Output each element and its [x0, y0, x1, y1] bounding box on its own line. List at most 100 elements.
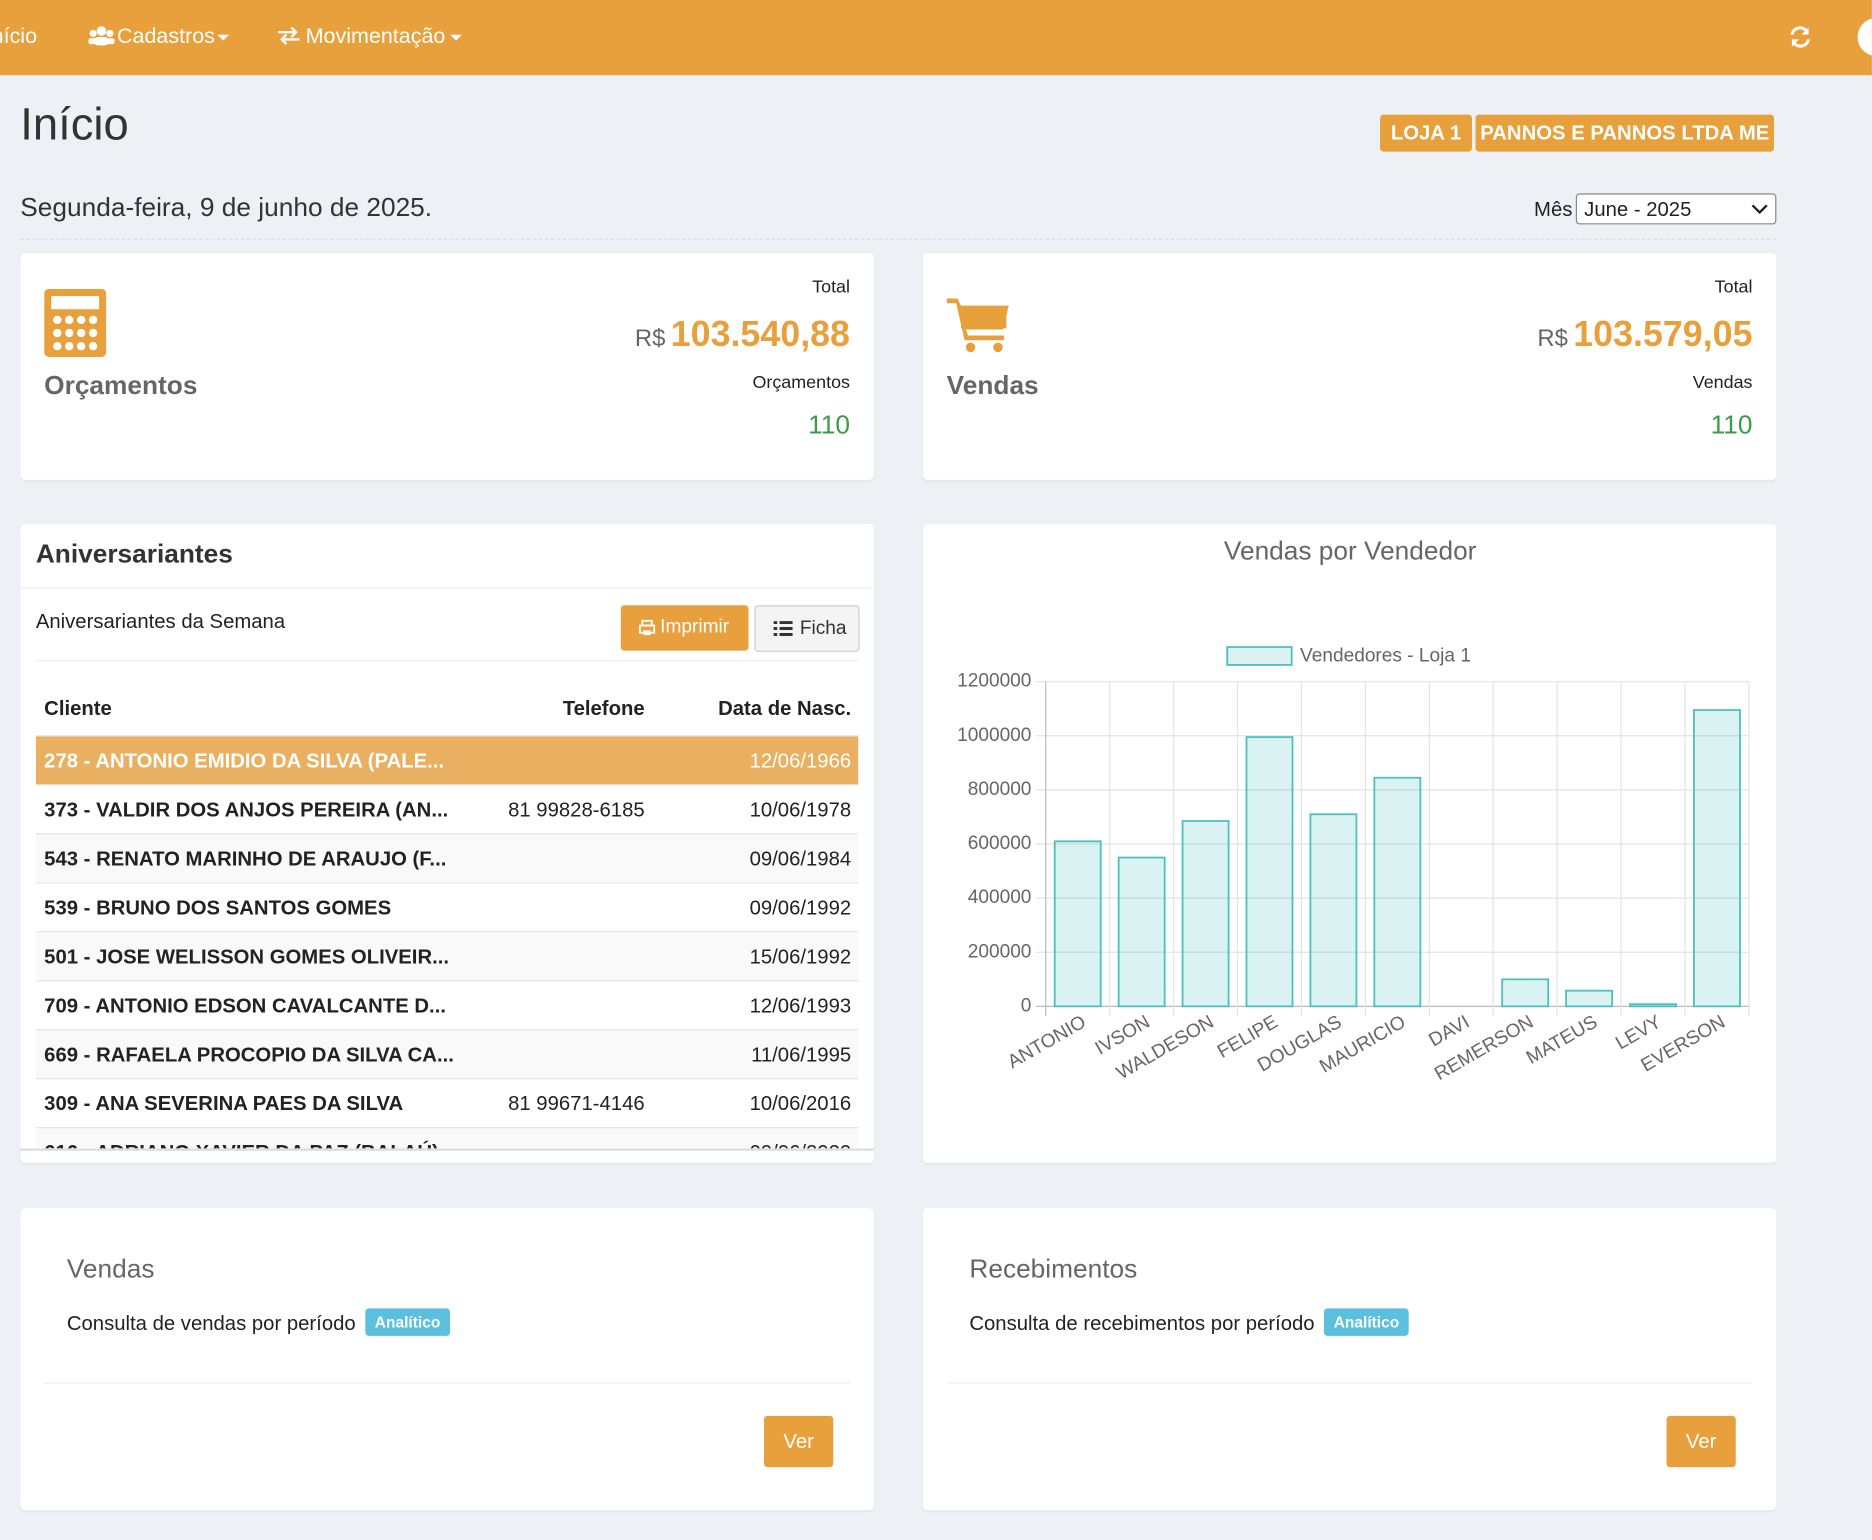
refresh-icon[interactable]	[1788, 25, 1812, 49]
card-title: Vendas	[947, 370, 1039, 401]
button-label: Ficha	[800, 618, 847, 639]
x-tick-label: MATEUS	[1523, 1012, 1601, 1069]
client-cell: 543 - RENATO MARINHO DE ARAUJO (F...	[44, 848, 446, 872]
month-label: Mês	[1534, 198, 1572, 222]
chart-title: Vendas por Vendedor	[1224, 536, 1477, 566]
client-cell: 373 - VALDIR DOS ANJOS PEREIRA (AN...	[44, 799, 448, 823]
bar	[1374, 778, 1420, 1007]
navbar: Início Cadastros Movimentação	[0, 0, 1872, 75]
company-badge: PANNOS E PANNOS LTDA ME	[1476, 115, 1774, 152]
column-header: Data de Nasc.	[718, 697, 851, 721]
nav-home[interactable]: Início	[0, 24, 37, 49]
button-label: Imprimir	[660, 617, 729, 638]
divider	[20, 587, 874, 588]
bar	[1310, 814, 1356, 1006]
date-text: Segunda-feira, 9 de junho de 2025.	[20, 192, 432, 223]
nav-cadastros[interactable]: Cadastros	[117, 24, 215, 49]
currency: R$	[635, 326, 666, 352]
ficha-button[interactable]: Ficha	[754, 605, 859, 652]
caret	[450, 35, 462, 42]
report-text: Consulta de vendas por período	[67, 1312, 356, 1336]
nav-movimentacao[interactable]: Movimentação	[306, 24, 446, 49]
table-row: 501 - JOSE WELISSON GOMES OLIVEIR... 15/0…	[36, 931, 859, 981]
birthdays-table: Cliente Telefone Data de Nasc. 278 - ANT…	[36, 688, 859, 1149]
avatar[interactable]	[1858, 18, 1872, 56]
scroll-edge	[20, 1148, 874, 1150]
report-card: VendasConsulta de vendas por períodoAnal…	[20, 1208, 874, 1510]
client-cell: 278 - ANTONIO EMIDIO DA SILVA (PALE...	[44, 750, 444, 774]
bar	[1055, 841, 1101, 1006]
phone-cell: 81 99828-6185	[508, 799, 645, 823]
report-card: Recebimentos Consulta de recebimentos por…	[923, 1208, 1777, 1510]
divider	[947, 1382, 1753, 1383]
client-cell: 669 - RAFAELA PROCOPIO DA SILVA CA...	[44, 1043, 454, 1067]
view-button[interactable]: Ver	[764, 1416, 833, 1467]
exchange-icon	[277, 26, 301, 45]
users-icon	[88, 24, 114, 48]
legend-label: Vendedores - Loja 1	[1300, 646, 1471, 667]
table-row: 543 - RENATO MARINHO DE ARAUJO (F... 09/0…	[36, 833, 859, 883]
month-value: June - 2025	[1584, 198, 1691, 222]
store-badge: LOJA 1	[1380, 115, 1472, 152]
table-row: 309 - ANA SEVERINA PAES DA SILVA 81 99671…	[36, 1078, 859, 1128]
month-select[interactable]: June - 2025	[1576, 193, 1777, 224]
column-header: Telefone	[563, 697, 645, 721]
total-value: 103.540,88	[671, 315, 850, 354]
report-text: Consulta de recebimentos por período	[969, 1312, 1314, 1336]
client-cell: 309 - ANA SEVERINA PAES DA SILVA	[44, 1092, 403, 1116]
date-cell: 09/06/1984	[750, 848, 852, 872]
report-badge: Analítico	[365, 1308, 450, 1335]
table-row: 616 - ADRIANO XAVIER DA PAZ (BALAÚ)09/06…	[36, 1127, 859, 1148]
count-label: Orçamentos	[752, 372, 850, 392]
count-value: 110	[808, 409, 850, 440]
select-arrow	[1751, 204, 1768, 215]
chart: Vendas por Vendedor Vendedores - Loja 1 0…	[923, 524, 1777, 1163]
table-row: 669 - RAFAELA PROCOPIO DA SILVA CA... 11/…	[36, 1029, 859, 1079]
table-row: 278 - ANTONIO EMIDIO DA SILVA (PALE... 12…	[36, 735, 859, 785]
y-tick-label: 400000	[968, 887, 1032, 908]
print-button[interactable]: Imprimir	[621, 605, 749, 650]
total-label: Total	[812, 277, 850, 297]
client-cell: 539 - BRUNO DOS SANTOS GOMES	[44, 897, 391, 921]
y-tick-label: 1000000	[957, 725, 1031, 746]
table-row: 539 - BRUNO DOS SANTOS GOMES09/06/1992	[36, 882, 859, 932]
bar	[1694, 710, 1740, 1006]
report-title: Recebimentos	[969, 1253, 1137, 1284]
date-cell: 10/06/2016	[750, 1092, 852, 1116]
column-header: Cliente	[44, 697, 112, 721]
date-cell: 11/06/1995	[751, 1043, 851, 1067]
client-cell: 501 - JOSE WELISSON GOMES OLIVEIR...	[44, 945, 449, 969]
y-tick-label: 0	[1021, 995, 1032, 1016]
count-value: 110	[1711, 409, 1753, 440]
phone-cell: 81 99671-4146	[508, 1092, 645, 1116]
date-cell: 10/06/1978	[750, 799, 852, 823]
bar	[1183, 821, 1229, 1006]
date-cell: 09/06/2020	[750, 1141, 852, 1148]
table-row: 709 - ANTONIO EDSON CAVALCANTE D...12/06…	[36, 980, 859, 1030]
report-badge: Analítico	[1324, 1308, 1409, 1335]
x-tick-label: ANTONIO	[1004, 1012, 1090, 1074]
print-icon	[639, 620, 656, 637]
bar	[1566, 991, 1612, 1007]
date-cell: 15/06/1992	[750, 945, 852, 969]
birthdays-title: Aniversariantes	[36, 538, 233, 569]
y-tick-label: 200000	[968, 941, 1032, 962]
count-label: Vendas	[1693, 372, 1753, 392]
date-cell: 12/06/1993	[750, 994, 852, 1018]
bar	[1246, 737, 1292, 1006]
date-cell: 12/06/1966	[750, 750, 852, 774]
total-value: 103.579,05	[1573, 315, 1752, 354]
calculator-icon	[44, 289, 106, 357]
list-icon	[774, 621, 793, 637]
table-row: 373 - VALDIR DOS ANJOS PEREIRA (AN... 81 …	[36, 784, 859, 834]
y-tick-label: 600000	[968, 833, 1032, 854]
divider	[20, 239, 1776, 240]
view-button[interactable]: Ver	[1667, 1416, 1736, 1467]
bar	[1630, 1004, 1676, 1006]
sales-card: Vendas Total R$ 103.579,05 Vendas 110	[923, 253, 1777, 480]
legend-swatch	[1227, 647, 1291, 665]
cart-icon	[947, 296, 1011, 353]
y-tick-label: 1200000	[957, 671, 1031, 692]
